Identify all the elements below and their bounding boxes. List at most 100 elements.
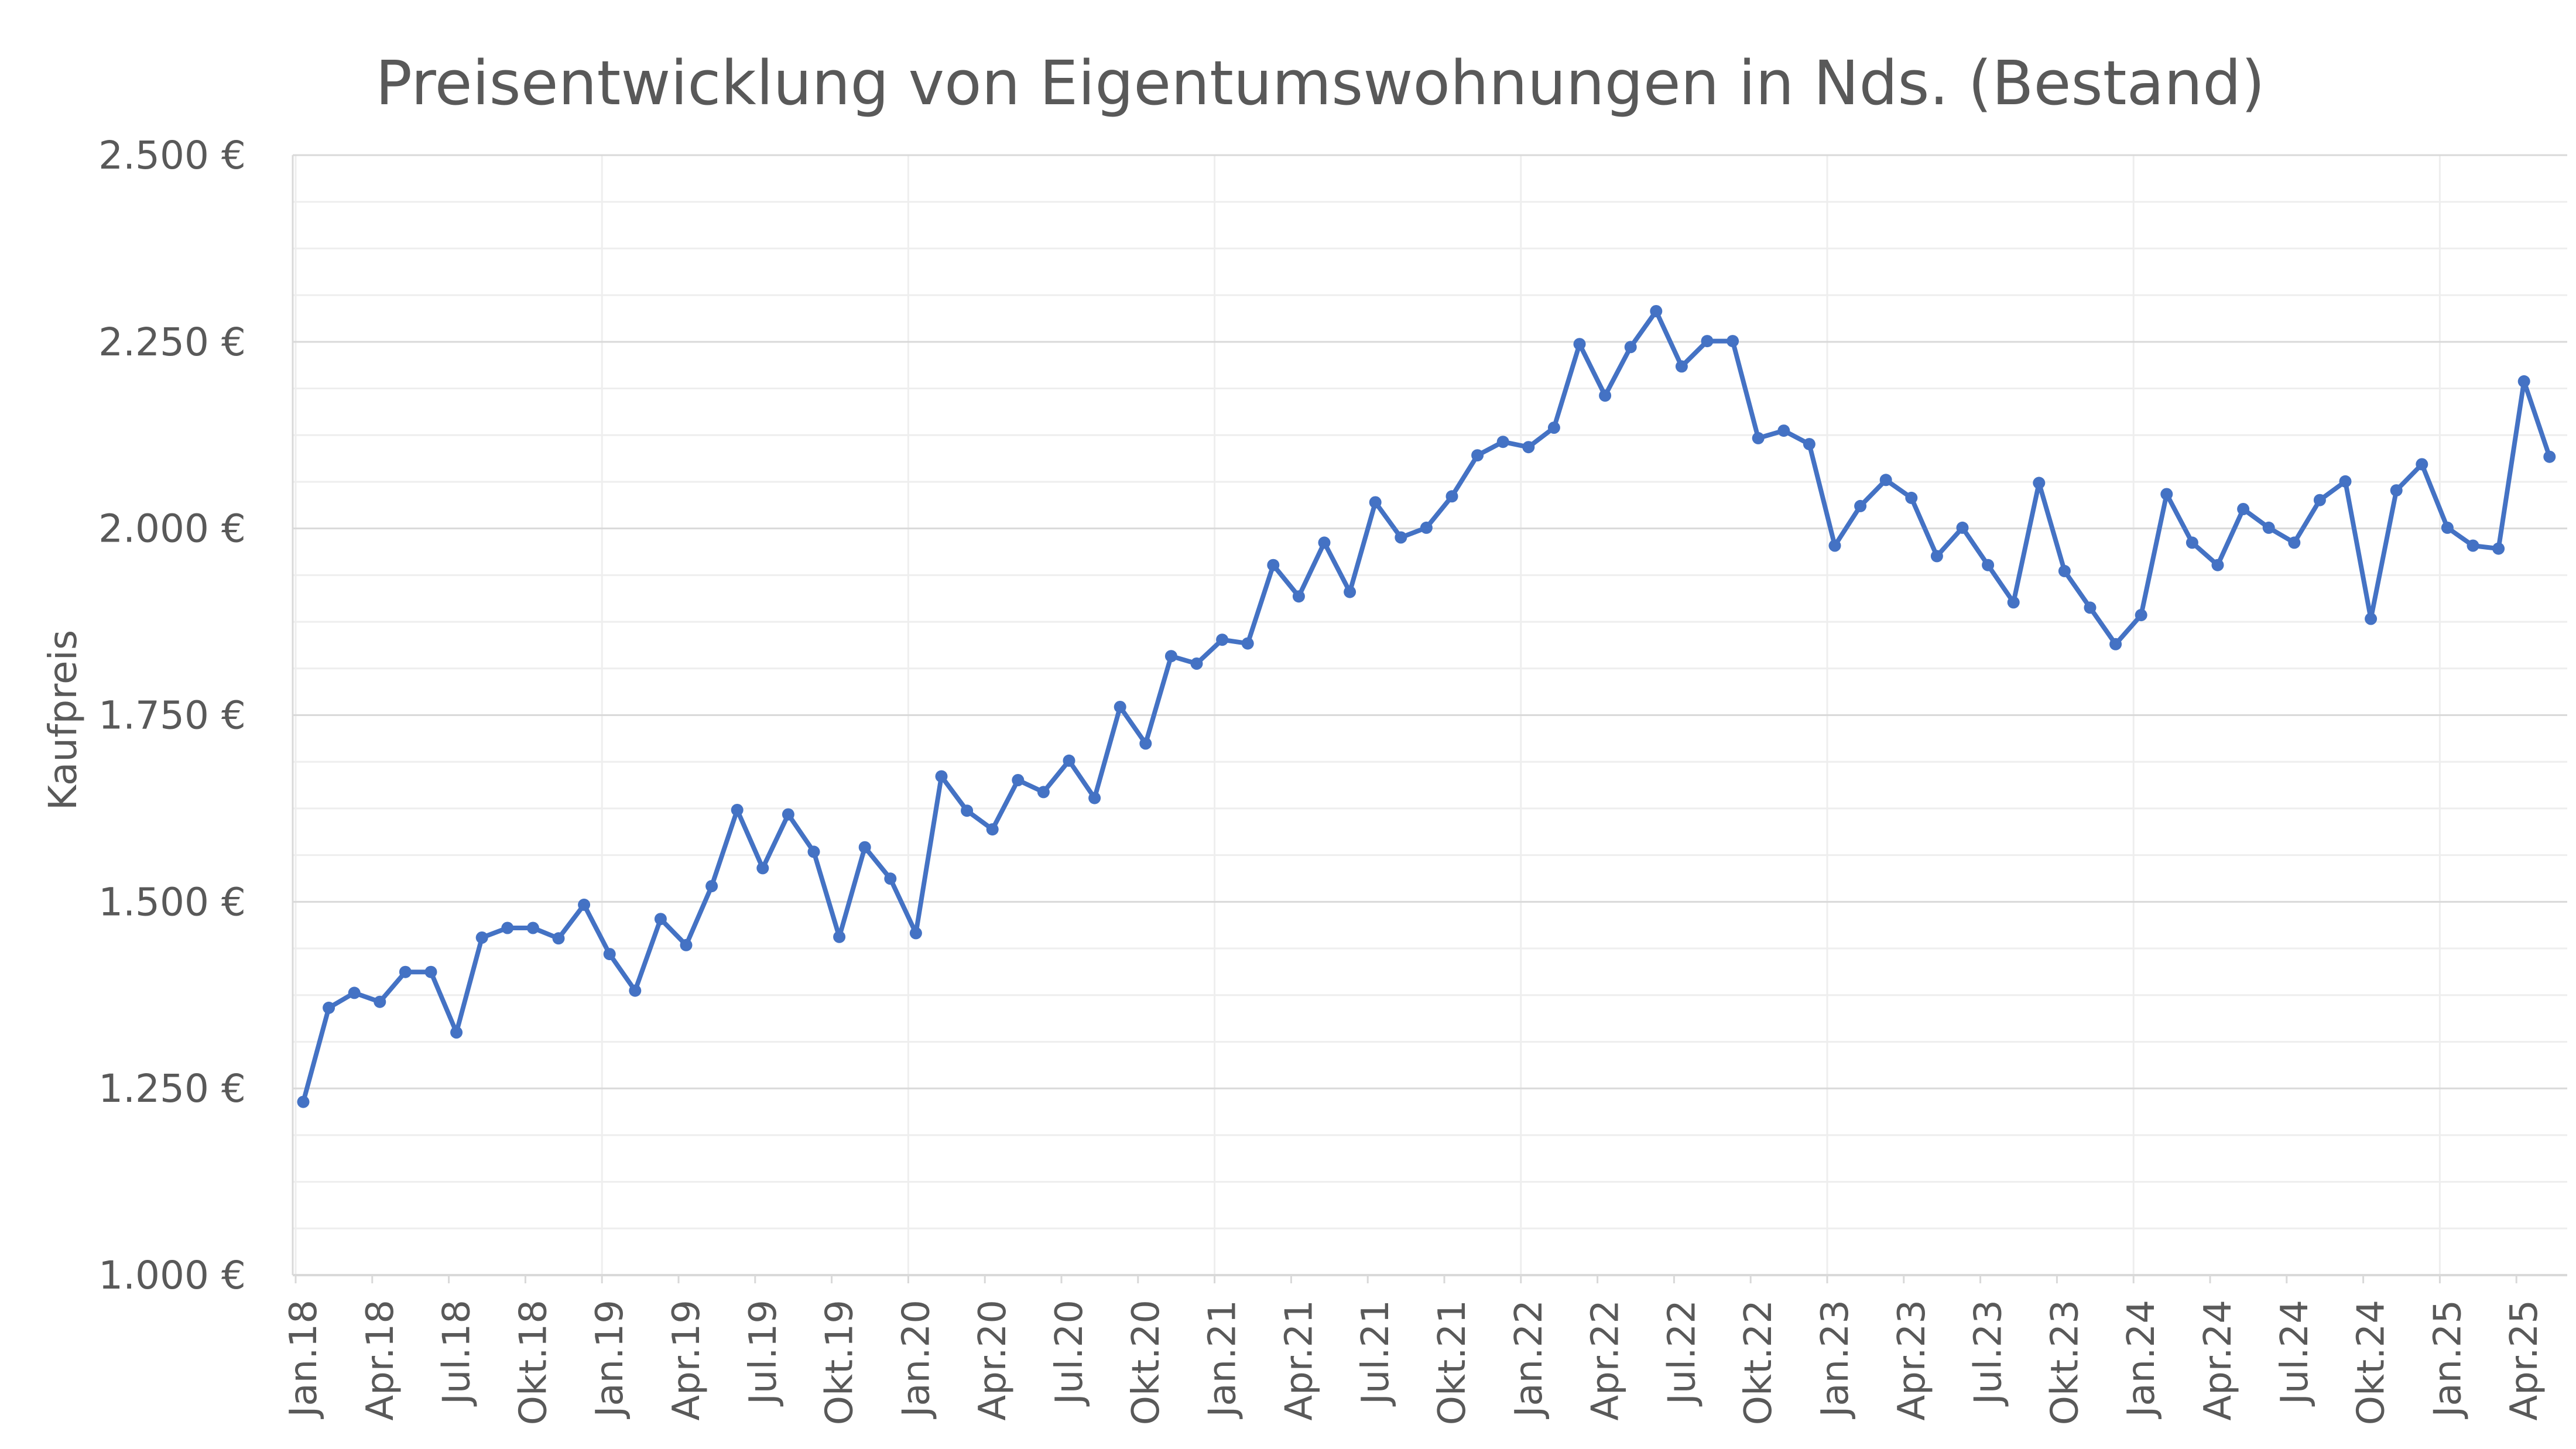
data-point [705, 880, 718, 893]
x-tick-label: Okt.18 [512, 1300, 555, 1425]
data-point [424, 965, 437, 978]
data-point [2339, 475, 2352, 488]
data-point [475, 931, 488, 944]
x-tick-label: Okt.19 [818, 1300, 862, 1425]
data-point [1573, 338, 1586, 351]
data-point [1803, 438, 1815, 451]
data-point [1216, 633, 1229, 646]
data-point [1727, 335, 1739, 348]
data-point [807, 845, 820, 858]
data-point [1445, 490, 1458, 503]
data-point [2262, 521, 2275, 534]
data-point [1599, 389, 1612, 402]
data-point [1777, 424, 1790, 437]
data-point [1114, 701, 1126, 713]
x-tick-label: Jul.22 [1660, 1300, 1704, 1407]
data-point [1420, 521, 1433, 534]
data-point [552, 932, 565, 945]
x-tick-label: Jan.22 [1508, 1300, 1551, 1419]
data-point [1012, 774, 1025, 786]
x-tick-label: Jan.18 [282, 1300, 326, 1419]
x-tick-label: Jan.20 [895, 1300, 938, 1419]
data-point [323, 1001, 335, 1014]
data-point [1471, 449, 1484, 462]
data-point [1164, 650, 1177, 663]
y-tick-label: 2.500 € [98, 133, 246, 178]
data-point [1854, 499, 1867, 512]
y-tick-label: 1.000 € [98, 1253, 246, 1298]
data-point [1088, 792, 1101, 804]
data-point [2313, 494, 2326, 506]
data-point [2237, 503, 2250, 515]
data-point [1701, 335, 1714, 348]
x-tick-label: Jan.19 [588, 1300, 632, 1419]
data-point [1547, 422, 1560, 434]
x-tick-label: Apr.21 [1277, 1300, 1321, 1421]
data-point [2390, 484, 2403, 497]
data-point [1267, 559, 1280, 571]
data-point [909, 927, 922, 940]
y-tick-label: 2.000 € [98, 506, 246, 551]
x-tick-label: Okt.24 [2350, 1300, 2393, 1425]
data-point [833, 930, 846, 943]
data-point [629, 984, 642, 997]
data-point [2467, 539, 2479, 552]
data-point [986, 823, 999, 836]
data-point [1190, 657, 1203, 670]
x-tick-label: Apr.19 [665, 1300, 708, 1421]
x-tick-label: Jan.24 [2120, 1300, 2163, 1419]
data-point [935, 770, 948, 783]
series-line [301, 309, 2552, 1105]
y-tick-label: 1.750 € [98, 693, 246, 738]
chart-title: Preisentwicklung von Eigentumswohnungen … [375, 47, 2265, 119]
data-point [578, 898, 591, 911]
data-point [1982, 559, 1995, 571]
data-point [2416, 458, 2428, 471]
data-point [2492, 542, 2505, 555]
x-tick-label: Apr.24 [2197, 1300, 2240, 1421]
data-point [399, 965, 412, 978]
data-point [961, 804, 974, 817]
data-point [2211, 559, 2224, 571]
data-point [2543, 450, 2556, 463]
y-tick-labels: 1.000 € 1.250 € 1.500 € 1.750 € 2.000 € 2.250… [98, 133, 246, 1298]
data-point [2084, 601, 2097, 614]
x-tick-label: Jul.18 [436, 1300, 479, 1407]
y-tick-label: 1.250 € [98, 1066, 246, 1111]
x-tick-label: Jul.19 [742, 1300, 785, 1407]
x-tick-label: Jul.23 [1967, 1300, 2010, 1407]
y-axis-label: Kaufpreis [40, 630, 85, 811]
x-tick-label: Jul.24 [2273, 1300, 2317, 1407]
data-point [654, 913, 667, 926]
data-point [1395, 531, 1407, 544]
x-tick-label: Jul.21 [1354, 1300, 1397, 1407]
x-tick-label: Jan.21 [1201, 1300, 1245, 1419]
data-point [1369, 496, 1382, 509]
data-point [1344, 585, 1356, 598]
data-point [603, 948, 616, 961]
data-point [1292, 590, 1305, 603]
data-point [501, 922, 514, 934]
data-point [884, 872, 897, 885]
data-point [1879, 474, 1892, 487]
data-point [1956, 521, 1969, 534]
y-tick-label: 1.500 € [98, 879, 246, 924]
data-point [1752, 431, 1765, 444]
x-tick-label: Apr.22 [1584, 1300, 1628, 1421]
data-point [1675, 360, 1688, 373]
x-tick-label: Okt.21 [1431, 1300, 1474, 1425]
data-point [1522, 441, 1535, 454]
data-point [2441, 521, 2454, 534]
data-point [1930, 550, 1943, 563]
series-price [297, 305, 2556, 1108]
data-point [756, 862, 769, 875]
data-point [374, 995, 386, 1008]
data-point [2365, 612, 2378, 625]
data-point [731, 804, 744, 816]
gridlines [293, 154, 2567, 1276]
data-point [297, 1095, 310, 1108]
data-point [1828, 539, 1841, 552]
data-point [2186, 536, 2198, 549]
